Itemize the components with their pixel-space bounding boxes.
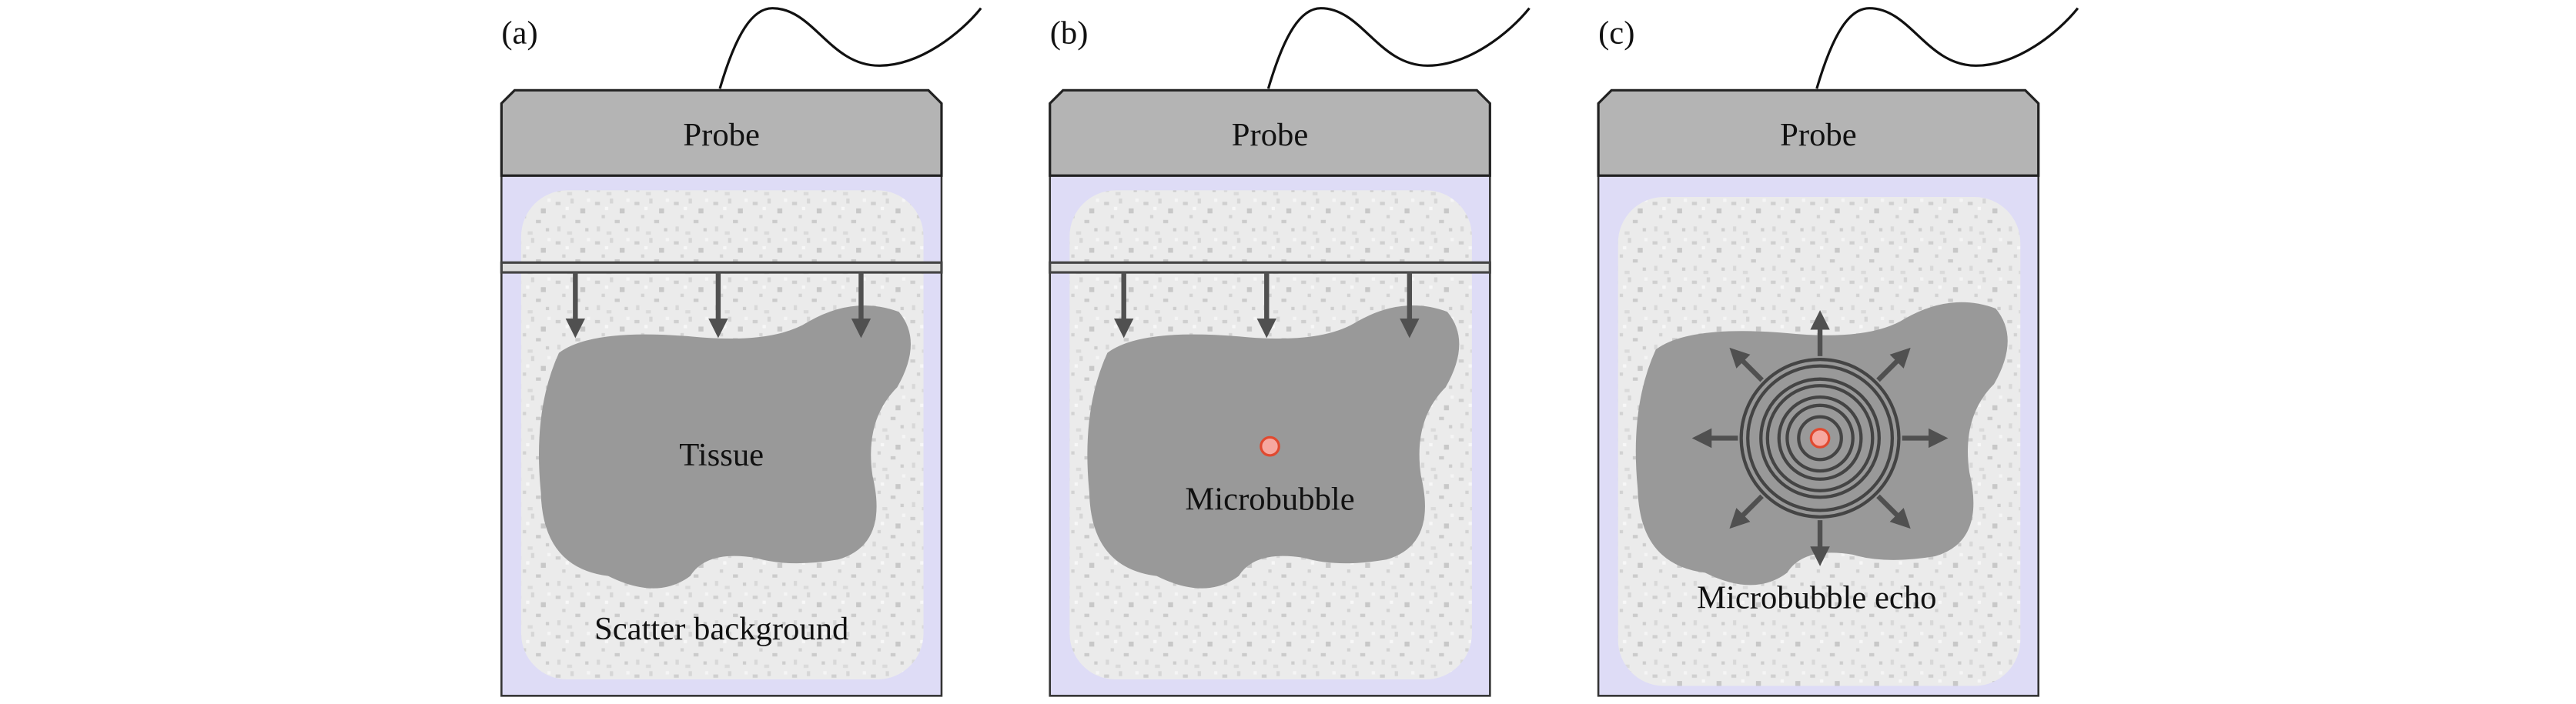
cable [718,7,982,89]
echo-arrow [1729,494,1764,529]
cable [1266,7,1531,89]
panel-label: (b) [1050,15,1089,52]
echo-arrow [1729,347,1764,382]
probe [500,88,943,177]
echo-ring [1739,357,1901,519]
echo-ring [1777,395,1863,481]
echo-ring [1759,377,1881,499]
probe [1597,88,2040,177]
probe-label: Probe [683,117,759,153]
tissue [539,305,911,589]
echo-arrow [1876,494,1911,529]
echo-ring [1797,415,1843,462]
panel-label: (c) [1598,15,1634,52]
echo-ring [1785,403,1855,473]
region-label: Tissue [679,437,764,473]
microbubble [1260,435,1280,457]
wavefront [500,261,943,274]
probe [1049,88,1491,177]
probe-label: Probe [1232,117,1308,153]
panel: (b) Probe Microbubble [1049,7,1531,697]
echo-ring [1765,384,1875,492]
region-label: Microbubble echo [1697,579,1936,616]
panel-label: (a) [501,15,537,52]
wavefront [1049,261,1491,274]
region-label: Scatter background [594,611,848,647]
region-label: Microbubble [1185,481,1354,517]
echo-ring [1746,364,1895,512]
microbubble [1809,428,1831,449]
panel: (c) Probe Microbubble echo [1597,7,2079,697]
cable [1815,7,2079,89]
probe-label: Probe [1780,117,1856,153]
echo-arrow [1876,347,1911,382]
panel: (a) Probe Tissue Scatter background [500,7,982,697]
